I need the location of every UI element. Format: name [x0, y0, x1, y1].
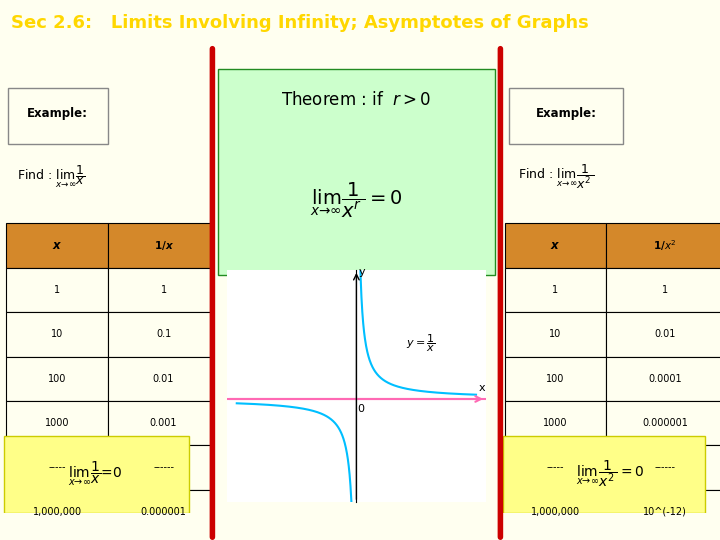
Text: 0: 0 [357, 404, 364, 414]
Bar [6, 356, 108, 401]
Text: 0.01: 0.01 [153, 374, 174, 384]
Text: Example:: Example: [536, 107, 597, 120]
Bar [6, 490, 108, 534]
Text: $\boldsymbol{x}$: $\boldsymbol{x}$ [52, 239, 63, 252]
Text: 0.1: 0.1 [156, 329, 171, 339]
Text: 1: 1 [662, 285, 668, 295]
Text: Find : $\lim_{x \to \infty} \dfrac{1}{x^2}$: Find : $\lim_{x \to \infty} \dfrac{1}{x^… [518, 163, 595, 191]
Bar [606, 490, 720, 534]
Bar [6, 268, 108, 312]
Text: ------: ------ [153, 462, 174, 472]
Bar [606, 401, 720, 446]
Bar [108, 224, 219, 268]
Text: 10^(-12): 10^(-12) [643, 507, 687, 517]
Bar [505, 401, 606, 446]
Text: $\boldsymbol{1/x^2}$: $\boldsymbol{1/x^2}$ [653, 238, 677, 253]
Text: Find : $\lim_{x \to \infty} \dfrac{1}{x}$: Find : $\lim_{x \to \infty} \dfrac{1}{x}… [17, 164, 86, 190]
FancyBboxPatch shape [509, 88, 624, 144]
Bar [505, 312, 606, 356]
Text: Theorem : if  $r > 0$: Theorem : if $r > 0$ [282, 91, 431, 109]
Text: 1,000,000: 1,000,000 [33, 507, 82, 517]
Bar [6, 446, 108, 490]
Bar [108, 490, 219, 534]
Bar [6, 224, 108, 268]
Bar [505, 490, 606, 534]
Text: 0.01: 0.01 [654, 329, 676, 339]
Bar [108, 268, 219, 312]
Text: ------: ------ [654, 462, 675, 472]
Bar [6, 312, 108, 356]
Text: 1: 1 [552, 285, 559, 295]
Text: 1: 1 [54, 285, 60, 295]
Bar [505, 224, 606, 268]
FancyBboxPatch shape [503, 436, 705, 513]
Text: 1: 1 [161, 285, 166, 295]
Bar [108, 356, 219, 401]
Bar [108, 446, 219, 490]
Text: Example:: Example: [27, 107, 88, 120]
Text: 10: 10 [549, 329, 562, 339]
Bar [505, 356, 606, 401]
Bar [6, 401, 108, 446]
Bar [606, 268, 720, 312]
Text: 1000: 1000 [543, 418, 567, 428]
Text: $\boldsymbol{x}$: $\boldsymbol{x}$ [550, 239, 560, 252]
Text: $y=\dfrac{1}{x}$: $y=\dfrac{1}{x}$ [406, 333, 436, 354]
Bar [606, 356, 720, 401]
Text: x: x [479, 383, 485, 393]
Text: 100: 100 [546, 374, 564, 384]
Text: $\lim_{x \to \infty} \dfrac{1}{x^2} = 0$: $\lim_{x \to \infty} \dfrac{1}{x^2} = 0$ [576, 458, 644, 489]
Text: $\boldsymbol{1/x}$: $\boldsymbol{1/x}$ [153, 239, 174, 252]
Text: 100: 100 [48, 374, 66, 384]
Bar [606, 446, 720, 490]
Text: 0.000001: 0.000001 [140, 507, 186, 517]
Bar [606, 224, 720, 268]
Bar [505, 446, 606, 490]
FancyBboxPatch shape [4, 436, 189, 513]
Bar [505, 268, 606, 312]
Text: $\lim_{x \to \infty} \dfrac{1}{x} = 0$: $\lim_{x \to \infty} \dfrac{1}{x} = 0$ [68, 459, 122, 488]
Text: -----: ----- [546, 462, 564, 472]
FancyBboxPatch shape [9, 88, 108, 144]
Bar [108, 312, 219, 356]
FancyBboxPatch shape [218, 69, 495, 275]
Bar [108, 401, 219, 446]
Bar [606, 312, 720, 356]
Text: 10: 10 [51, 329, 63, 339]
Text: 0.001: 0.001 [150, 418, 177, 428]
Text: 1,000,000: 1,000,000 [531, 507, 580, 517]
Text: 0.000001: 0.000001 [642, 418, 688, 428]
Text: y: y [359, 267, 366, 277]
Text: -----: ----- [48, 462, 66, 472]
Text: Sec 2.6:   Limits Involving Infinity; Asymptotes of Graphs: Sec 2.6: Limits Involving Infinity; Asym… [11, 14, 588, 32]
Text: $\lim_{x \to \infty} \dfrac{1}{x^r} = 0$: $\lim_{x \to \infty} \dfrac{1}{x^r} = 0$ [310, 180, 402, 220]
Text: 1000: 1000 [45, 418, 70, 428]
Text: 0.0001: 0.0001 [648, 374, 682, 384]
